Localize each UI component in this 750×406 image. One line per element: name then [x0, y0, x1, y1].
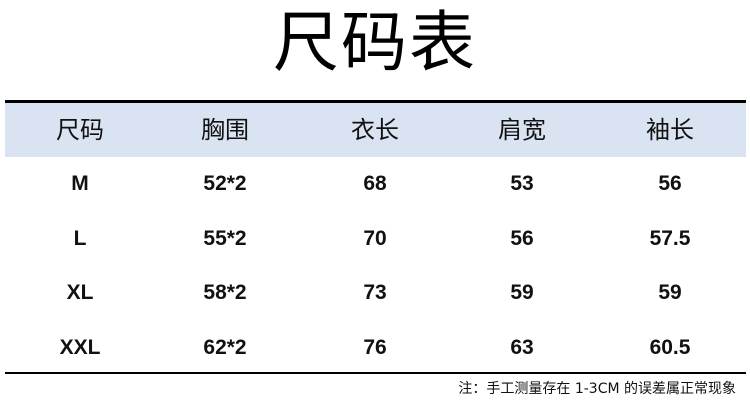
page-title: 尺码表	[273, 4, 477, 81]
table-cell: 62*2	[203, 336, 247, 359]
table-cell: 59	[658, 281, 682, 304]
column-header: 衣长	[351, 116, 399, 144]
column-header: 肩宽	[498, 116, 546, 144]
table-cell: 73	[363, 281, 387, 304]
table-row: L 55*2 70 56 57.5	[5, 212, 746, 266]
table-cell: 68	[363, 172, 387, 195]
table-cell: 60.5	[649, 336, 691, 359]
table-row: XL 58*2 73 59 59	[5, 266, 746, 320]
table-cell: 76	[363, 336, 387, 359]
table-cell: 56	[658, 172, 682, 195]
table-cell: 55*2	[203, 227, 247, 250]
table-cell: 58*2	[203, 281, 247, 304]
table-bottom-rule	[5, 372, 746, 374]
table-cell: 63	[510, 336, 534, 359]
table-cell: XL	[66, 281, 94, 304]
table-cell: XXL	[59, 336, 101, 359]
column-header: 袖长	[646, 116, 694, 144]
measurement-note: 注：手工测量存在 1-3CM 的误差属正常现象	[458, 381, 736, 397]
column-header: 尺码	[56, 116, 104, 144]
table-cell: L	[73, 227, 87, 250]
table-cell: 70	[363, 227, 387, 250]
table-cell: 59	[510, 281, 534, 304]
table-cell: 57.5	[649, 227, 691, 250]
table-row: XXL 62*2 76 63 60.5	[5, 321, 746, 375]
table-cell: 53	[510, 172, 534, 195]
table-cell: 56	[510, 227, 534, 250]
column-header: 胸围	[201, 116, 249, 144]
table-cell: M	[71, 172, 89, 195]
table-cell: 52*2	[203, 172, 247, 195]
table-top-rule	[5, 100, 746, 103]
table-header-row: 尺码 胸围 衣长 肩宽 袖长	[5, 103, 746, 157]
table-row: M 52*2 68 53 56	[5, 157, 746, 211]
